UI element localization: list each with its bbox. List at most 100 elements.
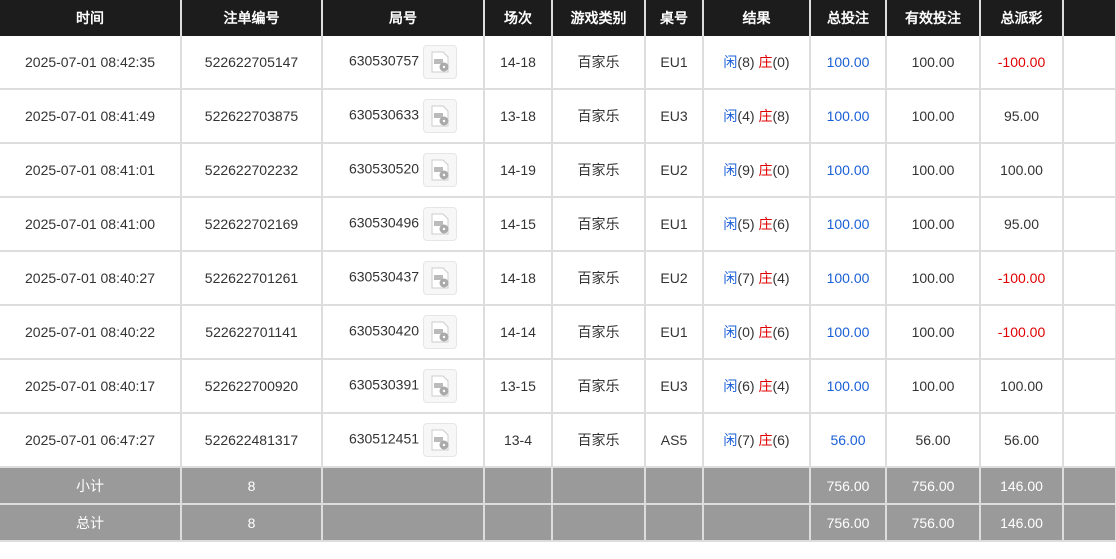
player-score: (4): [737, 108, 755, 124]
player-label: 闲: [723, 216, 738, 232]
shoe: 13-4: [484, 413, 553, 468]
result: 闲(7) 庄(6): [703, 413, 811, 468]
player-score: (0): [737, 324, 755, 340]
game-type: 百家乐: [552, 251, 646, 306]
blank-cell: [1063, 143, 1116, 198]
table-row: 2025-07-01 08:42:35 522622705147 6305307…: [0, 36, 1116, 90]
bet-id: 522622701261: [181, 251, 323, 306]
player-label: 闲: [723, 108, 738, 124]
video-file-icon[interactable]: [423, 153, 458, 187]
shoe: 13-18: [484, 89, 553, 144]
bet-time: 2025-07-01 08:40:22: [0, 305, 182, 360]
table-number: EU2: [645, 143, 704, 198]
round-number: 630530633: [348, 106, 420, 123]
subtotal-count: 8: [181, 467, 323, 505]
column-header: 桌号: [645, 0, 704, 36]
blank-cell: [552, 504, 646, 542]
blank-cell: [1063, 413, 1116, 468]
total-bet: 100.00: [810, 89, 887, 144]
banker-score: (4): [772, 378, 790, 394]
banker-score: (6): [772, 216, 790, 232]
valid-bet: 100.00: [886, 305, 981, 360]
result: 闲(9) 庄(0): [703, 143, 811, 198]
banker-label: 庄: [758, 432, 773, 448]
bet-time: 2025-07-01 08:41:01: [0, 143, 182, 198]
table-number: AS5: [645, 413, 704, 468]
blank-cell: [552, 467, 646, 505]
video-file-icon[interactable]: [423, 45, 458, 79]
player-score: (9): [737, 162, 755, 178]
round-cell: 630530437: [322, 251, 485, 306]
total-row: 总计 8 756.00 756.00 146.00: [0, 504, 1116, 542]
result: 闲(0) 庄(6): [703, 305, 811, 360]
player-label: 闲: [723, 432, 738, 448]
banker-score: (8): [772, 108, 790, 124]
video-file-icon[interactable]: [423, 369, 458, 403]
blank-cell: [1063, 504, 1116, 542]
video-file-icon[interactable]: [423, 207, 458, 241]
payout: -100.00: [980, 305, 1064, 360]
payout: 95.00: [980, 197, 1064, 252]
blank-cell: [484, 504, 553, 542]
video-file-icon[interactable]: [423, 423, 458, 457]
total-bet: 100.00: [810, 197, 887, 252]
blank-cell: [484, 467, 553, 505]
game-type: 百家乐: [552, 305, 646, 360]
bet-time: 2025-07-01 08:40:17: [0, 359, 182, 414]
round-number: 630530757: [348, 52, 420, 69]
bet-id: 522622702232: [181, 143, 323, 198]
player-label: 闲: [723, 162, 738, 178]
subtotal-valid-bet: 756.00: [886, 467, 981, 505]
blank-cell: [1063, 359, 1116, 414]
bet-records-table: 时间 注单编号 局号 场次 游戏类别 桌号 结果 总投注 有效投注 总派彩 2025-07-01 …: [0, 0, 1116, 542]
banker-score: (6): [772, 324, 790, 340]
total-label: 总计: [0, 504, 182, 542]
player-label: 闲: [723, 378, 738, 394]
blank-cell: [1063, 251, 1116, 306]
round-cell: 630512451: [322, 413, 485, 468]
column-header: 游戏类别: [552, 0, 646, 36]
table-number: EU1: [645, 36, 704, 90]
banker-label: 庄: [758, 162, 773, 178]
video-file-icon[interactable]: [423, 261, 458, 295]
valid-bet: 56.00: [886, 413, 981, 468]
table-row: 2025-07-01 08:40:22 522622701141 6305304…: [0, 305, 1116, 360]
round-cell: 630530496: [322, 197, 485, 252]
table-number: EU1: [645, 305, 704, 360]
payout: -100.00: [980, 251, 1064, 306]
blank-cell: [703, 467, 811, 505]
video-file-icon[interactable]: [423, 99, 458, 133]
table-row: 2025-07-01 08:40:17 522622700920 6305303…: [0, 359, 1116, 414]
blank-cell: [322, 504, 485, 542]
banker-label: 庄: [758, 324, 773, 340]
round-number: 630530391: [348, 376, 420, 393]
player-score: (6): [737, 378, 755, 394]
video-file-icon[interactable]: [423, 315, 458, 349]
bet-id: 522622701141: [181, 305, 323, 360]
round-cell: 630530391: [322, 359, 485, 414]
table-row: 2025-07-01 08:40:27 522622701261 6305304…: [0, 251, 1116, 306]
column-header: 总派彩: [980, 0, 1064, 36]
blank-cell: [703, 504, 811, 542]
total-count: 8: [181, 504, 323, 542]
game-type: 百家乐: [552, 413, 646, 468]
banker-score: (0): [772, 54, 790, 70]
total-bet: 100.00: [810, 251, 887, 306]
table-number: EU1: [645, 197, 704, 252]
total-payout: 146.00: [980, 504, 1064, 542]
table-header: 时间 注单编号 局号 场次 游戏类别 桌号 结果 总投注 有效投注 总派彩: [0, 0, 1116, 36]
bet-id: 522622700920: [181, 359, 323, 414]
bet-time: 2025-07-01 06:47:27: [0, 413, 182, 468]
shoe: 13-15: [484, 359, 553, 414]
column-header: 局号: [322, 0, 485, 36]
player-score: (7): [737, 432, 755, 448]
subtotal-row: 小计 8 756.00 756.00 146.00: [0, 467, 1116, 505]
valid-bet: 100.00: [886, 197, 981, 252]
valid-bet: 100.00: [886, 143, 981, 198]
bet-time: 2025-07-01 08:42:35: [0, 36, 182, 90]
player-label: 闲: [723, 270, 738, 286]
banker-score: (0): [772, 162, 790, 178]
banker-label: 庄: [758, 378, 773, 394]
valid-bet: 100.00: [886, 89, 981, 144]
column-header-blank: [1063, 0, 1116, 36]
